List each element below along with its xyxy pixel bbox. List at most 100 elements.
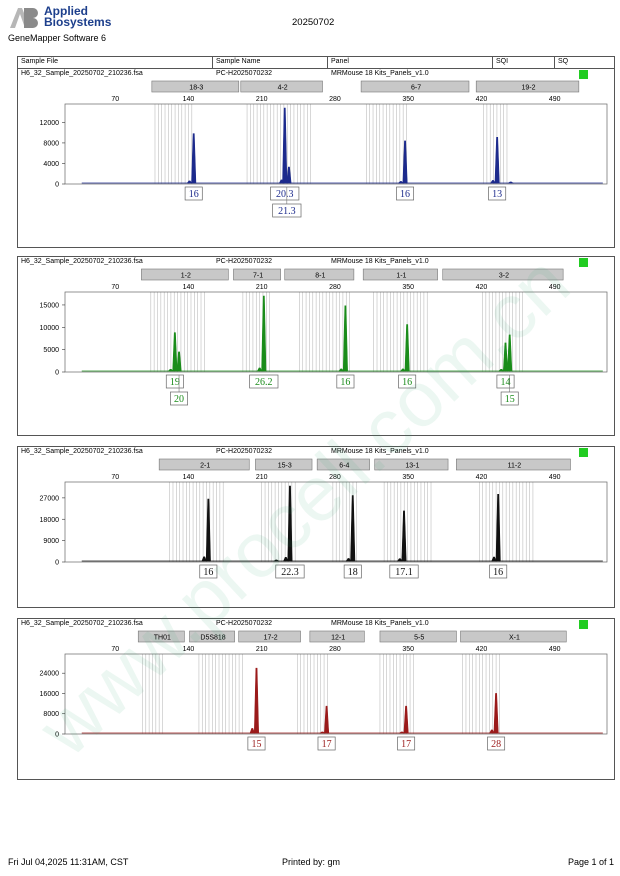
column-divider	[554, 57, 555, 68]
peak[interactable]	[261, 295, 267, 372]
marker-label: 12-1	[331, 635, 345, 642]
plot-frame	[64, 653, 608, 735]
peak[interactable]	[398, 731, 406, 734]
allele-label: 14	[501, 377, 511, 388]
marker-17-2[interactable]: 17-2	[238, 630, 301, 643]
allele-box	[270, 186, 300, 201]
allele-call[interactable]: 28	[487, 736, 506, 751]
plot-frame	[64, 291, 608, 373]
allele-call[interactable]: 20.3	[270, 186, 300, 201]
marker-6-4[interactable]: 6-4	[316, 458, 370, 471]
peak[interactable]	[319, 731, 326, 734]
allele-call[interactable]: 16	[489, 564, 508, 579]
marker-TH01[interactable]: TH01	[137, 630, 185, 643]
peak[interactable]	[498, 369, 505, 372]
marker-2-1[interactable]: 2-1	[158, 458, 250, 471]
peak[interactable]	[282, 107, 288, 184]
peak[interactable]	[256, 367, 263, 372]
logo-line2: Biosystems	[44, 15, 112, 29]
peak[interactable]	[287, 485, 293, 562]
peak[interactable]	[186, 180, 193, 184]
marker-5-5[interactable]: 5-5	[379, 630, 457, 643]
peak[interactable]	[490, 180, 496, 184]
allele-label: 16	[203, 567, 213, 578]
peak[interactable]	[397, 558, 403, 562]
marker-6-7[interactable]: 6-7	[360, 80, 470, 93]
marker-4-2[interactable]: 4-2	[240, 80, 323, 93]
peak[interactable]	[402, 140, 408, 184]
peak[interactable]	[401, 510, 407, 562]
peak[interactable]	[403, 705, 409, 734]
allele-call[interactable]: 17	[317, 736, 336, 751]
allele-call[interactable]: 13	[488, 186, 507, 201]
peak[interactable]	[404, 324, 410, 372]
x-tick-label: 140	[183, 474, 195, 481]
peak[interactable]	[172, 332, 178, 372]
peak[interactable]	[205, 498, 211, 562]
allele-call[interactable]: 20	[170, 375, 189, 406]
peak[interactable]	[507, 334, 513, 372]
allele-call[interactable]: 16	[184, 186, 203, 201]
peak[interactable]	[491, 556, 497, 562]
y-tick-label: 18000	[40, 517, 60, 524]
allele-call[interactable]: 16	[398, 374, 417, 389]
marker-19-2[interactable]: 19-2	[475, 80, 580, 93]
allele-label: 20.3	[276, 189, 294, 200]
peak[interactable]	[338, 368, 345, 372]
electropherogram-panel-blue: H6_32_Sample_20250702_210236.fsa PC-H202…	[17, 68, 615, 248]
marker-3-2[interactable]: 3-2	[442, 268, 564, 281]
marker-18-3[interactable]: 18-3	[151, 80, 240, 93]
peak[interactable]	[249, 728, 255, 734]
marker-1-2[interactable]: 1-2	[141, 268, 229, 281]
peak[interactable]	[342, 305, 348, 372]
peaks	[201, 485, 501, 562]
peak[interactable]	[167, 369, 174, 372]
marker-8-1[interactable]: 8-1	[284, 268, 355, 281]
allele-call[interactable]: 15	[500, 375, 519, 406]
peak[interactable]	[502, 342, 509, 372]
peak[interactable]	[489, 729, 495, 734]
marker-D5S818[interactable]: D5S818	[189, 630, 235, 643]
peak[interactable]	[176, 351, 182, 372]
peak[interactable]	[278, 179, 285, 184]
allele-call[interactable]: 21.3	[272, 187, 302, 218]
allele-call[interactable]: 26.2	[249, 374, 279, 389]
marker-1-1[interactable]: 1-1	[362, 268, 438, 281]
allele-call[interactable]: 18	[343, 564, 362, 579]
peak[interactable]	[273, 559, 280, 562]
peak[interactable]	[201, 556, 207, 562]
peak[interactable]	[495, 494, 501, 562]
allele-call[interactable]: 15	[247, 736, 266, 751]
allele-call[interactable]: 17	[397, 736, 416, 751]
peak[interactable]	[493, 693, 499, 734]
peak[interactable]	[283, 556, 289, 562]
marker-13-1[interactable]: 13-1	[374, 458, 449, 471]
peak[interactable]	[286, 166, 292, 184]
y-tick-label: 16000	[40, 691, 60, 698]
peak[interactable]	[400, 368, 406, 372]
allele-call[interactable]: 19	[165, 374, 184, 389]
y-tick-label: 9000	[43, 538, 59, 545]
peak[interactable]	[324, 705, 330, 734]
allele-call[interactable]: 22.3	[275, 564, 305, 579]
allele-call[interactable]: 16	[396, 186, 415, 201]
allele-call[interactable]: 16	[199, 564, 218, 579]
marker-X-1[interactable]: X-1	[460, 630, 567, 643]
peak[interactable]	[253, 667, 259, 734]
marker-15-3[interactable]: 15-3	[255, 458, 313, 471]
peak[interactable]	[507, 181, 514, 184]
allele-call[interactable]: 17.1	[389, 564, 419, 579]
sample-name-value: PC-H2025070232	[216, 620, 273, 627]
marker-11-2[interactable]: 11-2	[456, 458, 571, 471]
peak[interactable]	[494, 136, 500, 184]
peak[interactable]	[191, 133, 197, 184]
marker-12-1[interactable]: 12-1	[309, 630, 365, 643]
peak[interactable]	[345, 558, 352, 562]
allele-call[interactable]: 16	[336, 374, 355, 389]
allele-call[interactable]: 14	[496, 374, 515, 389]
peak[interactable]	[350, 495, 356, 562]
marker-label: 1-1	[396, 273, 406, 280]
peak[interactable]	[397, 181, 404, 184]
allele-label: 16	[493, 567, 503, 578]
marker-7-1[interactable]: 7-1	[233, 268, 281, 281]
